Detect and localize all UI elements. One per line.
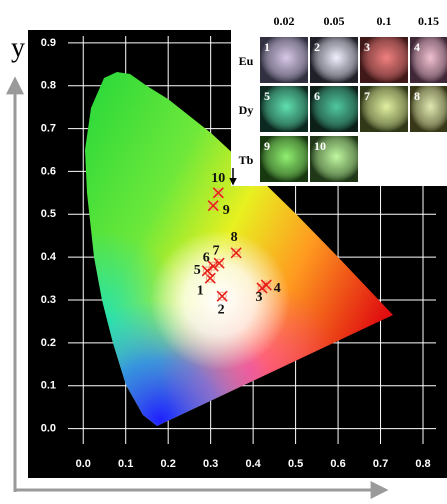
inset-tile-number: 6 (314, 89, 320, 103)
inset-column-label: 0.1 (377, 14, 392, 28)
y-tick-label: 0.3 (41, 294, 56, 306)
inset-tile-number: 2 (314, 40, 320, 54)
point-label: 10 (211, 171, 225, 186)
inset-tile-number: 8 (414, 89, 420, 103)
inset-row-label: Dy (239, 103, 254, 117)
inset-column-label: 0.15 (418, 14, 439, 28)
inset-tile-number: 9 (264, 139, 270, 153)
y-tick-label: 0.8 (41, 80, 56, 92)
y-tick-label: 0.1 (41, 380, 56, 392)
x-tick-label: 0.5 (288, 458, 303, 470)
x-tick-label: 0.4 (245, 458, 261, 470)
x-tick-label: 0.8 (415, 458, 430, 470)
x-tick-label: 0.0 (76, 458, 91, 470)
inset-column-label: 0.05 (324, 14, 345, 28)
point-label: 3 (256, 290, 263, 305)
y-tick-label: 0.9 (41, 37, 56, 49)
point-label: 6 (203, 250, 210, 265)
inset-tile-number: 7 (364, 89, 370, 103)
y-tick-label: 0.5 (41, 208, 56, 220)
point-label: 9 (223, 203, 230, 218)
x-tick-label: 0.1 (118, 458, 133, 470)
y-tick-label: 0.4 (41, 251, 57, 263)
point-label: 8 (231, 230, 238, 245)
x-axis-label: x (403, 470, 417, 501)
point-label: 5 (194, 263, 201, 278)
x-tick-label: 0.7 (373, 458, 388, 470)
inset-tile-number: 4 (414, 40, 420, 54)
x-tick-label: 0.6 (330, 458, 345, 470)
x-tick-label: 0.2 (161, 458, 176, 470)
inset: 0.02 0.05 0.1 0.15 Eu Dy Tb 1 2 3 4 5 6 7 8 9 10 (231, 12, 447, 186)
point-label: 4 (274, 281, 281, 296)
y-tick-label: 0.0 (41, 422, 56, 434)
chart: 0.0 0.1 0.2 0.3 0.4 0.5 0.6 0.7 0.8 0.0 0.1 0.2 0.3 0… (0, 0, 447, 504)
point-label: 2 (218, 302, 225, 317)
y-axis-label: y (11, 32, 25, 63)
inset-row-label: Eu (239, 54, 254, 68)
inset-tile-number: 5 (264, 89, 270, 103)
inset-tile-number: 3 (364, 40, 370, 54)
inset-tile-number: 1 (264, 40, 270, 54)
inset-column-label: 0.02 (274, 14, 295, 28)
x-tick-label: 0.3 (203, 458, 218, 470)
point-label: 7 (213, 243, 220, 258)
y-tick-label: 0.6 (41, 165, 56, 177)
y-tick-label: 0.7 (41, 122, 56, 134)
y-tick-label: 0.2 (41, 337, 56, 349)
inset-tile-number: 10 (314, 139, 326, 153)
inset-row-label: Tb (239, 153, 254, 167)
point-label: 1 (197, 283, 204, 298)
